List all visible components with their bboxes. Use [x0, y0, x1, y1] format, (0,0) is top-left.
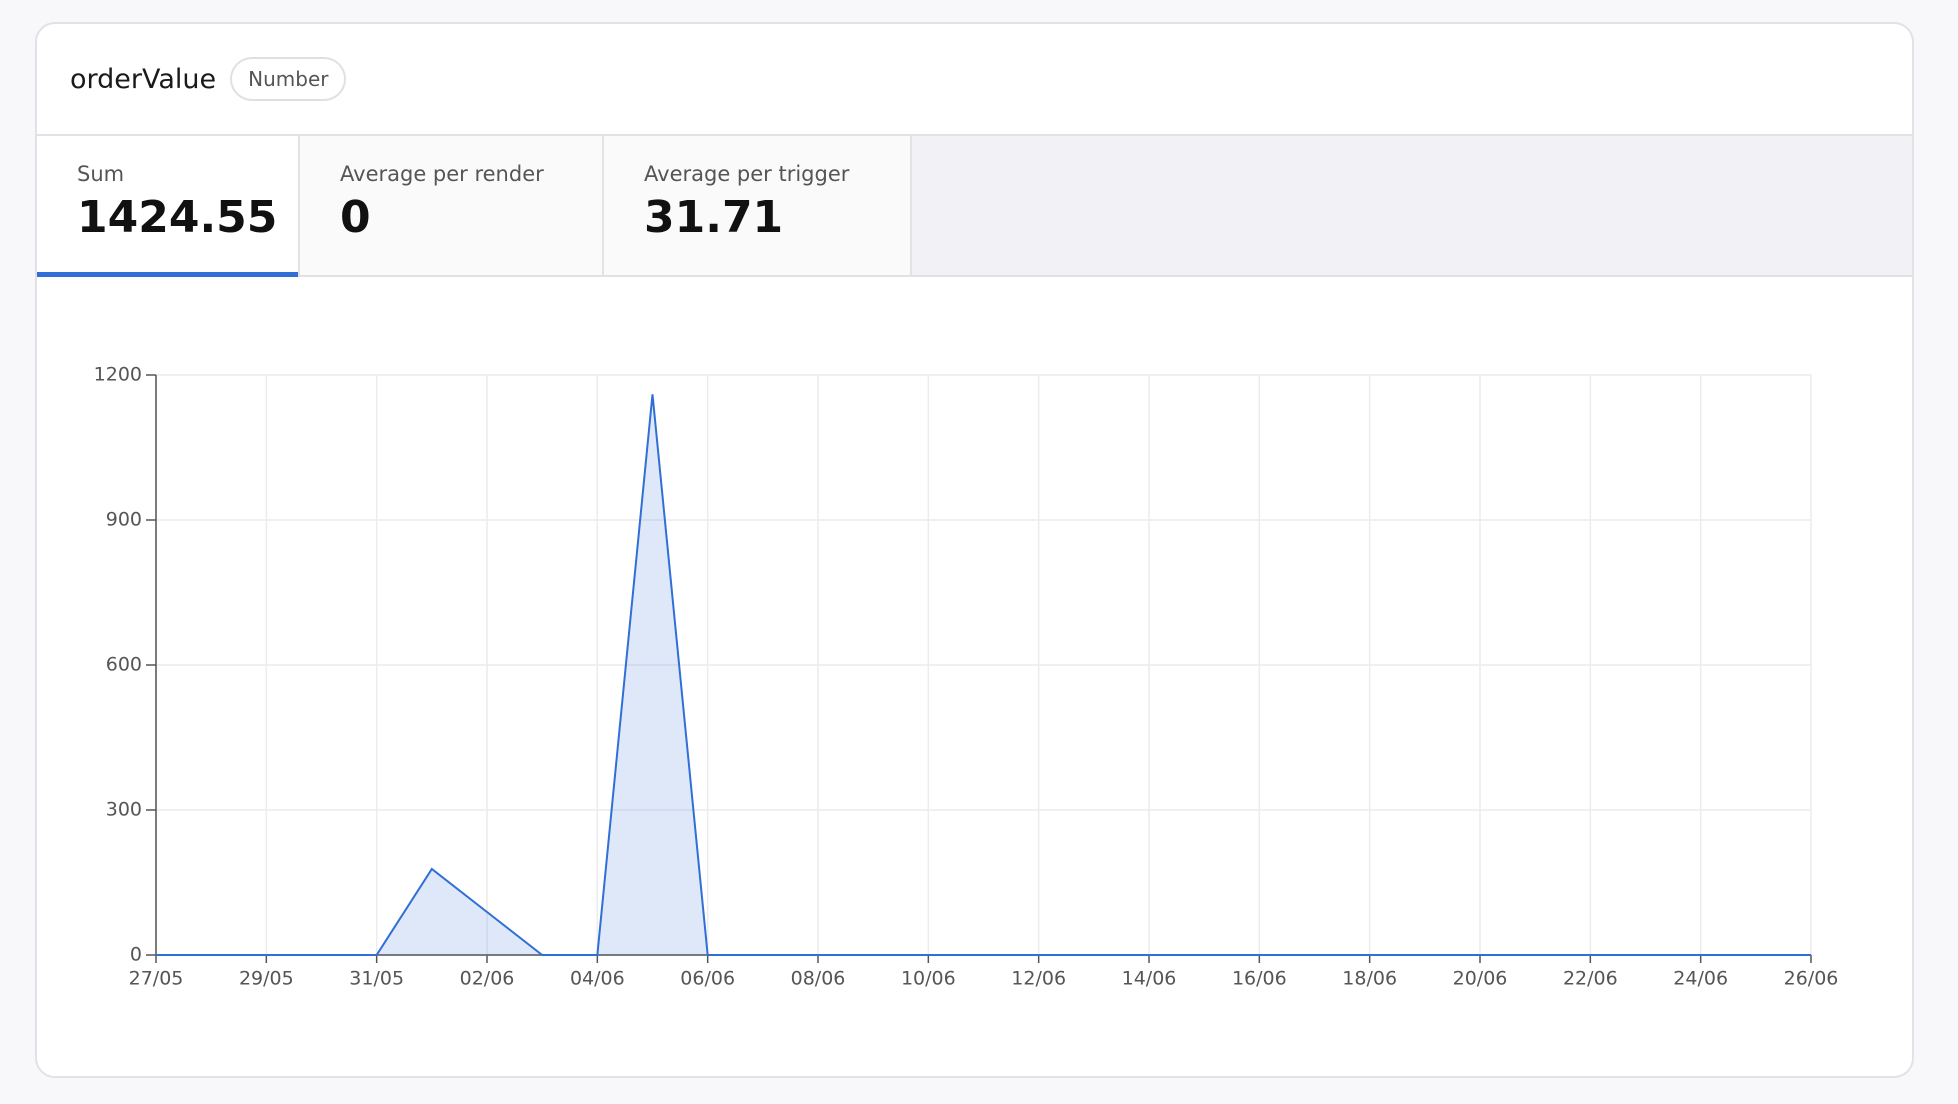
x-tick-label: 04/06 — [570, 968, 625, 990]
tab[interactable]: Average per trigger 31.71 — [604, 136, 912, 275]
area-fill — [156, 394, 1811, 955]
y-tick-label: 0 — [130, 944, 142, 966]
metric-card: orderValue Number Sum 1424.55 Average pe… — [35, 22, 1914, 1078]
tab-label: Average per render — [340, 162, 544, 186]
y-tick-label: 300 — [106, 799, 142, 821]
y-tick-label: 600 — [106, 654, 142, 676]
tabs: Sum 1424.55 Average per render 0 Average… — [37, 136, 1912, 277]
tab-label: Average per trigger — [644, 162, 850, 186]
type-badge: Number — [230, 57, 347, 101]
card-header: orderValue Number — [37, 24, 1912, 136]
tab[interactable]: Sum 1424.55 — [37, 136, 300, 277]
x-tick-label: 06/06 — [680, 968, 735, 990]
x-tick-label: 20/06 — [1453, 968, 1508, 990]
x-tick-label: 08/06 — [791, 968, 846, 990]
tab-value: 1424.55 — [77, 192, 278, 243]
tab-value: 31.71 — [644, 192, 784, 243]
x-tick-label: 12/06 — [1011, 968, 1066, 990]
area-line — [156, 394, 1811, 956]
tab[interactable]: Average per render 0 — [300, 136, 604, 275]
x-tick-label: 27/05 — [129, 968, 184, 990]
x-tick-label: 29/05 — [239, 968, 294, 990]
x-tick-label: 31/05 — [349, 968, 404, 990]
x-tick-label: 18/06 — [1342, 968, 1397, 990]
x-tick-label: 14/06 — [1122, 968, 1177, 990]
x-tick-label: 24/06 — [1673, 968, 1728, 990]
x-tick-label: 26/06 — [1784, 968, 1839, 990]
x-tick-label: 02/06 — [460, 968, 515, 990]
tab-value: 0 — [340, 192, 371, 243]
x-tick-label: 22/06 — [1563, 968, 1618, 990]
x-tick-label: 16/06 — [1232, 968, 1287, 990]
metric-title: orderValue — [70, 63, 217, 95]
tab-label: Sum — [77, 162, 125, 186]
x-tick-label: 10/06 — [901, 968, 956, 990]
y-tick-label: 1200 — [94, 364, 142, 386]
y-tick-label: 900 — [106, 509, 142, 531]
